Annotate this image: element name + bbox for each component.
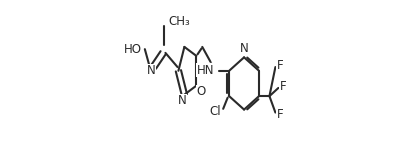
Text: CH₃: CH₃ xyxy=(168,15,190,28)
Text: HN: HN xyxy=(197,64,214,76)
Text: N: N xyxy=(146,64,155,77)
Text: F: F xyxy=(277,59,283,72)
Text: HO: HO xyxy=(124,43,142,56)
Text: F: F xyxy=(280,80,286,93)
Text: O: O xyxy=(196,85,205,98)
Text: Cl: Cl xyxy=(209,105,221,118)
Text: N: N xyxy=(178,94,186,107)
Text: N: N xyxy=(240,42,248,55)
Text: F: F xyxy=(277,108,283,121)
